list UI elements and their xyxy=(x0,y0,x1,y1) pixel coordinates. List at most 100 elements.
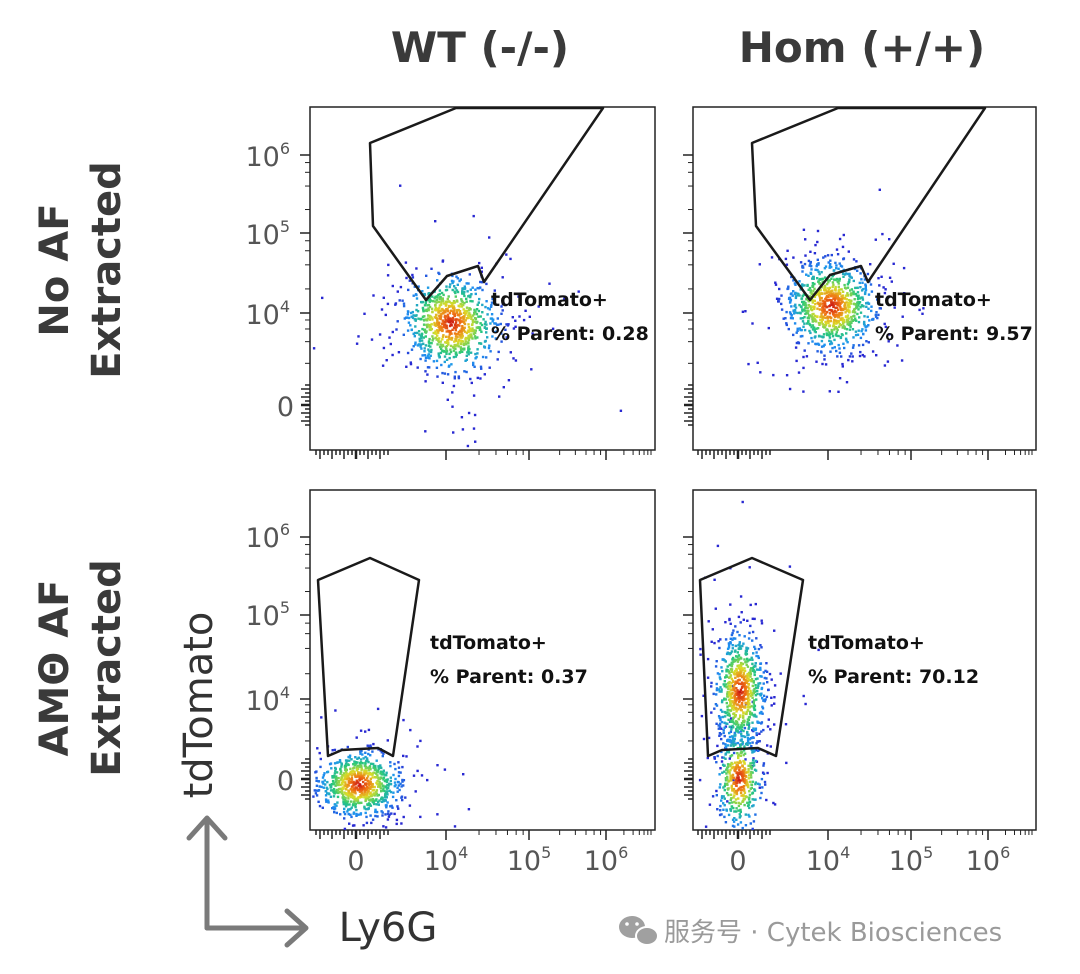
event-dot xyxy=(829,350,832,353)
event-dot xyxy=(876,298,879,301)
event-dot xyxy=(747,637,751,640)
event-dot xyxy=(459,339,462,342)
event-dot xyxy=(849,275,852,278)
event-dot xyxy=(741,765,744,768)
event-dot xyxy=(727,646,731,649)
event-dot xyxy=(830,330,834,333)
event-dot xyxy=(474,352,477,356)
event-dot xyxy=(456,332,460,336)
event-dot xyxy=(740,732,743,736)
event-dot xyxy=(702,737,706,741)
event-dot xyxy=(730,784,733,788)
event-dot xyxy=(732,787,736,791)
event-dot xyxy=(382,346,386,350)
event-dot xyxy=(749,667,753,670)
event-dot xyxy=(463,322,467,326)
event-dot xyxy=(470,317,473,320)
event-dot xyxy=(350,771,353,774)
event-dot xyxy=(818,321,822,325)
event-dot xyxy=(751,798,754,801)
event-dot xyxy=(410,315,413,318)
event-dot xyxy=(460,416,464,419)
event-dot xyxy=(922,307,925,310)
event-dot xyxy=(451,316,455,320)
event-dot xyxy=(383,779,387,783)
event-dot xyxy=(449,323,452,326)
event-dot xyxy=(748,790,751,793)
event-dot xyxy=(753,788,756,791)
event-dot xyxy=(333,762,337,765)
event-dot xyxy=(793,282,797,285)
event-dot xyxy=(835,331,838,334)
event-dot xyxy=(450,320,453,323)
event-dot xyxy=(454,347,457,351)
event-dot xyxy=(738,813,741,816)
event-dot xyxy=(350,774,354,777)
event-dot xyxy=(434,323,438,326)
event-dot xyxy=(769,728,772,731)
event-dot xyxy=(840,295,843,298)
event-dot xyxy=(362,780,365,784)
event-dot xyxy=(471,327,474,330)
event-dot xyxy=(472,214,475,218)
event-dot xyxy=(320,785,323,789)
event-dot xyxy=(809,272,813,275)
event-dot xyxy=(459,316,462,319)
event-dot xyxy=(394,303,397,306)
event-dot xyxy=(494,330,497,334)
event-dot xyxy=(492,326,495,330)
event-dot xyxy=(730,665,734,668)
event-dot xyxy=(832,269,835,272)
event-dot xyxy=(742,719,745,722)
event-dot xyxy=(465,309,468,313)
event-dot xyxy=(732,751,736,755)
gate-stat-r2c2: % Parent: 70.12 xyxy=(808,666,979,688)
event-dot xyxy=(706,676,710,679)
event-dot xyxy=(844,294,848,297)
event-dot xyxy=(477,287,481,290)
event-dot xyxy=(401,780,404,783)
event-dot xyxy=(741,500,744,504)
event-dot xyxy=(746,709,749,712)
event-dot xyxy=(420,317,423,321)
event-dot xyxy=(386,793,389,796)
event-dot xyxy=(445,348,448,351)
event-dot xyxy=(480,323,484,327)
event-dot xyxy=(742,759,745,763)
event-dot xyxy=(828,332,831,336)
event-dot xyxy=(750,705,753,708)
event-dot xyxy=(726,783,729,786)
event-dot xyxy=(715,688,719,692)
event-dot xyxy=(397,761,400,764)
event-dot xyxy=(745,697,749,700)
event-dot xyxy=(836,253,840,256)
event-dot xyxy=(450,338,453,341)
event-dot xyxy=(453,301,456,304)
event-dot xyxy=(837,301,840,304)
event-dot xyxy=(729,740,732,743)
event-dot xyxy=(431,300,435,303)
event-dot xyxy=(726,665,729,668)
event-dot xyxy=(339,787,342,790)
event-dot xyxy=(817,280,820,283)
event-dot xyxy=(398,299,401,302)
event-dot xyxy=(397,784,400,787)
event-dot xyxy=(732,796,735,799)
y-tick-label-r2-1e5: 105 xyxy=(245,598,290,632)
event-dot xyxy=(838,323,842,326)
event-dot xyxy=(825,328,829,331)
event-dot xyxy=(864,286,867,290)
event-dot xyxy=(826,299,829,302)
event-dot xyxy=(856,333,860,336)
event-dot xyxy=(746,781,749,784)
event-dot xyxy=(733,694,737,697)
event-dot xyxy=(467,316,470,320)
event-dot xyxy=(344,778,347,781)
event-dot xyxy=(864,283,867,286)
event-dot xyxy=(743,735,747,739)
event-dot xyxy=(364,762,367,765)
event-dot xyxy=(431,339,434,342)
event-dot xyxy=(338,790,341,794)
event-dot xyxy=(746,706,749,709)
event-dot xyxy=(825,305,829,309)
